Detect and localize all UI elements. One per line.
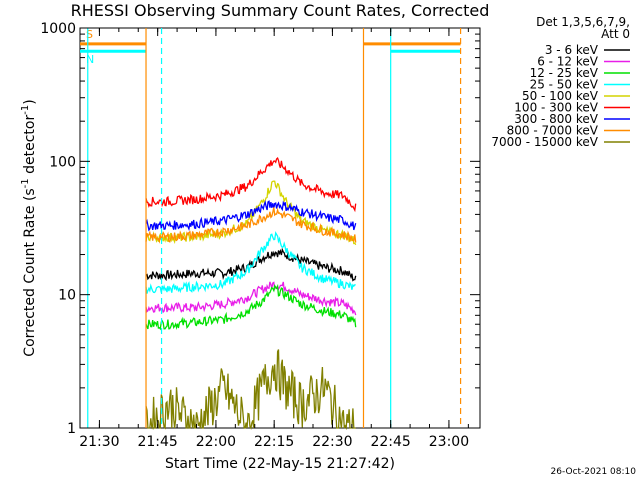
flag-label-0: S	[86, 28, 93, 41]
y-axis-label-part: Corrected Count Rate (s	[22, 188, 38, 356]
x-tick-label-6: 23:00	[429, 434, 469, 450]
legend-header-detectors: Det 1,3,5,6,7,9,	[536, 15, 630, 29]
legend-label-1: 6 - 12 keV	[537, 55, 599, 69]
legend-label-3: 25 - 50 keV	[530, 78, 599, 92]
x-tick-label-2: 22:00	[196, 434, 236, 450]
chart-title: RHESSI Observing Summary Count Rates, Co…	[71, 1, 490, 20]
series-line-8	[145, 349, 356, 431]
vline-layer	[87, 28, 462, 428]
series-line-0	[145, 247, 357, 282]
y-axis-label-part: detector	[22, 115, 38, 179]
legend-label-6: 300 - 800 keV	[514, 112, 598, 126]
y-tick-label-2: 100	[49, 154, 76, 170]
series-line-7	[145, 207, 357, 244]
flag-layer: SN	[80, 28, 461, 66]
y-tick-label-3: 1000	[40, 21, 76, 37]
y-axis-label-sup: -1	[20, 105, 31, 115]
x-axis: 21:30 21:45 22:00 22:15 22:30 22:45 23:00	[79, 28, 469, 450]
flag-label-1: N	[86, 53, 94, 66]
legend-label-7: 800 - 7000 keV	[507, 124, 599, 138]
legend-label-0: 3 - 6 keV	[545, 43, 599, 57]
legend-header-attenuator: Att 0	[601, 27, 630, 41]
y-tick-label-0: 1	[67, 421, 76, 437]
x-tick-label-3: 22:15	[254, 434, 294, 450]
series-line-4	[145, 180, 357, 246]
legend-label-8: 7000 - 15000 keV	[491, 135, 598, 149]
plot-frame	[79, 27, 481, 429]
legend-label-5: 100 - 300 keV	[514, 101, 598, 115]
x-axis-label: Start Time (22-May-15 21:27:42)	[165, 456, 395, 472]
y-axis: 1 10 100 1000	[40, 21, 480, 437]
y-axis-label-sup: -1	[20, 178, 31, 188]
series-line-6	[145, 200, 357, 232]
series-line-3	[145, 230, 356, 294]
x-tick-label-0: 21:30	[79, 434, 119, 450]
y-axis-label: Corrected Count Rate (s-1 detector-1)	[20, 99, 38, 356]
legend-label-4: 50 - 100 keV	[522, 89, 599, 103]
series-line-2	[145, 283, 357, 331]
plot-area	[79, 27, 481, 429]
timestamp: 26-Oct-2021 08:10	[551, 467, 637, 477]
y-tick-label-1: 10	[58, 288, 76, 304]
x-tick-label-4: 22:30	[312, 434, 352, 450]
x-tick-label-1: 21:45	[137, 434, 177, 450]
series-line-1	[145, 281, 357, 316]
y-axis-label-part: )	[22, 99, 38, 104]
series-layer	[145, 156, 357, 431]
series-line-5	[145, 156, 357, 213]
x-tick-label-5: 22:45	[370, 434, 410, 450]
legend-label-2: 12 - 25 keV	[530, 66, 599, 80]
